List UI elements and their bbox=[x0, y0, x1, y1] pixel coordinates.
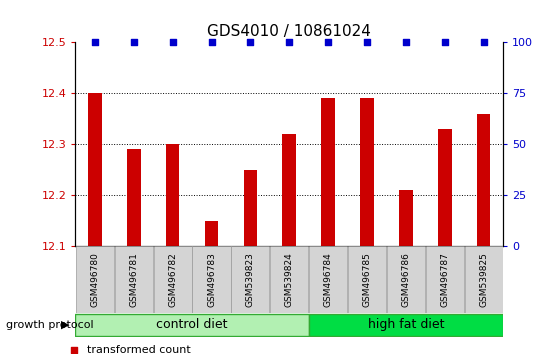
Bar bbox=[75, 314, 309, 336]
Text: GSM496780: GSM496780 bbox=[91, 252, 100, 307]
Bar bbox=[426, 246, 464, 313]
Bar bbox=[231, 246, 269, 313]
Point bbox=[207, 40, 216, 45]
Bar bbox=[348, 246, 386, 313]
Bar bbox=[387, 246, 425, 313]
Bar bbox=[309, 314, 503, 336]
Bar bbox=[76, 246, 114, 313]
Bar bbox=[270, 246, 309, 313]
Bar bbox=[477, 114, 490, 246]
Text: GSM539824: GSM539824 bbox=[285, 252, 294, 307]
Point bbox=[129, 40, 138, 45]
Text: GSM496785: GSM496785 bbox=[363, 252, 372, 307]
Point bbox=[246, 40, 255, 45]
Point bbox=[401, 40, 410, 45]
Bar bbox=[154, 246, 192, 313]
Bar bbox=[438, 129, 452, 246]
Bar bbox=[282, 134, 296, 246]
Text: growth protocol: growth protocol bbox=[6, 320, 93, 330]
Bar bbox=[115, 246, 153, 313]
Text: GSM496782: GSM496782 bbox=[168, 252, 177, 307]
Bar bbox=[465, 246, 503, 313]
Title: GDS4010 / 10861024: GDS4010 / 10861024 bbox=[207, 23, 371, 39]
Text: GSM496784: GSM496784 bbox=[324, 252, 333, 307]
Bar bbox=[360, 98, 374, 246]
Point bbox=[318, 124, 327, 129]
Text: ▶: ▶ bbox=[61, 320, 70, 330]
Text: GSM539825: GSM539825 bbox=[479, 252, 488, 307]
Bar bbox=[192, 246, 230, 313]
Bar bbox=[88, 93, 102, 246]
Text: transformed count: transformed count bbox=[87, 346, 191, 354]
Bar bbox=[321, 98, 335, 246]
Text: control diet: control diet bbox=[157, 318, 228, 331]
Text: GSM539823: GSM539823 bbox=[246, 252, 255, 307]
Point bbox=[168, 40, 177, 45]
Point bbox=[318, 291, 327, 297]
Point bbox=[91, 40, 100, 45]
Point bbox=[285, 40, 294, 45]
Bar bbox=[244, 170, 257, 246]
Bar bbox=[205, 221, 219, 246]
Point bbox=[324, 40, 333, 45]
Bar bbox=[399, 190, 413, 246]
Bar bbox=[166, 144, 179, 246]
Point bbox=[363, 40, 372, 45]
Bar bbox=[309, 246, 347, 313]
Bar bbox=[127, 149, 140, 246]
Text: GSM496783: GSM496783 bbox=[207, 252, 216, 307]
Text: GSM496781: GSM496781 bbox=[129, 252, 138, 307]
Point bbox=[440, 40, 449, 45]
Text: high fat diet: high fat diet bbox=[368, 318, 444, 331]
Text: GSM496787: GSM496787 bbox=[440, 252, 449, 307]
Text: GSM496786: GSM496786 bbox=[401, 252, 410, 307]
Point bbox=[479, 40, 488, 45]
